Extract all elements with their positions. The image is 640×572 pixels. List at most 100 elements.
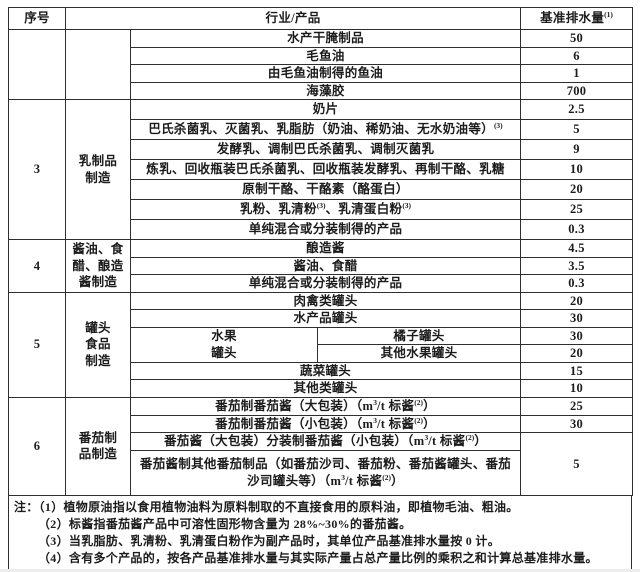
value-cell: 20 — [521, 345, 633, 363]
product-text: /t 标酱 — [428, 434, 465, 448]
value-cell: 3.5 — [521, 257, 633, 275]
product-cell: 其他水果罐头 — [318, 345, 521, 363]
note-ref-3: (3) — [402, 201, 411, 210]
value-cell: 20 — [521, 180, 633, 200]
table-row: 水产干腌制品 50 — [9, 30, 633, 48]
product-text: ） — [391, 474, 404, 488]
value-cell: 20 — [521, 292, 633, 310]
product-cell: 番茄酱制其他番茄制品（如番茄沙司、番茄粉、番茄酱罐头、番茄沙司罐头等）（m3/t… — [131, 450, 521, 495]
value-cell: 2.5 — [521, 100, 633, 120]
product-text: 番茄制番茄酱（小包装）（m — [215, 417, 373, 431]
product-text: /t 标酱 — [345, 474, 382, 488]
note-text: （1）植物原油指以食用植物油料为原料制取的不直接食用的原料油，即植物毛油、粗油。 — [39, 500, 519, 514]
product-cell: 海藻胶 — [131, 82, 521, 100]
value-cell-merged: 5 — [521, 433, 633, 496]
value-cell: 4.5 — [521, 240, 633, 258]
product-cell: 其他类罐头 — [131, 380, 521, 398]
industry-cell-blank — [66, 30, 131, 100]
note-line-3: （3）当乳脂肪、乳清粉、乳清蛋白粉作为副产品时，其单位产品基准排水量按 0 计。 — [14, 533, 626, 550]
table-row: 4 酱油、食 醋、酿造 酱制造 酿造酱 4.5 — [9, 240, 633, 258]
product-text: ） — [474, 434, 487, 448]
product-cell: 水产品罐头 — [131, 310, 521, 328]
serial-cell-blank — [9, 30, 66, 100]
product-cell: 肉禽类罐头 — [131, 292, 521, 310]
note-line-2: （2）标酱指番茄酱产品中可溶性固形物含量为 28%~30%的番茄酱。 — [14, 516, 626, 533]
header-cell-industry-product: 行业/产品 — [66, 8, 521, 30]
notes-prefix: 注： — [14, 500, 39, 514]
note-text: （4）含有多个产品的，按各产品基准排水量与其实际产量占总产量比例的乘积之和计算总… — [38, 551, 598, 565]
value-cell: 1 — [521, 65, 633, 83]
note-ref-3: (3) — [317, 201, 326, 210]
table-header-row: 序号 行业/产品 基准排水量(1) — [9, 8, 633, 30]
industry-cell: 乳制品 制造 — [66, 100, 131, 240]
value-cell: 700 — [521, 82, 633, 100]
product-text: 番茄酱（大包装）分装制番茄酱（小包装）（m — [164, 434, 424, 448]
note-text: （2）标酱指番茄酱产品中可溶性固形物含量为 28%~30%的番茄酱。 — [38, 517, 411, 531]
industry-cell: 酱油、食 醋、酿造 酱制造 — [66, 240, 131, 293]
value-cell: 25 — [521, 397, 633, 415]
note-line-4: （4）含有多个产品的，按各产品基准排水量与其实际产量占总产量比例的乘积之和计算总… — [14, 550, 626, 567]
value-cell: 50 — [521, 30, 633, 48]
product-cell: 毛鱼油 — [131, 47, 521, 65]
table-row: 6 番茄制 品制造 番茄制番茄酱（大包装）（m3/t 标酱(2)） 25 — [9, 397, 633, 415]
product-cell: 单纯混合或分装制得的产品 — [131, 275, 521, 293]
value-cell: 10 — [521, 380, 633, 398]
header-cell-discharge: 基准排水量(1) — [521, 8, 633, 30]
note-ref-2: (2) — [382, 472, 391, 481]
serial-cell: 4 — [9, 240, 66, 293]
product-cell: 番茄制番茄酱（大包装）（m3/t 标酱(2)） — [131, 397, 521, 415]
serial-cell: 5 — [9, 292, 66, 397]
value-cell: 0.3 — [521, 220, 633, 240]
product-cell: 蔬菜罐头 — [131, 362, 521, 380]
product-group-cell: 水果 罐头 — [131, 327, 318, 362]
value-cell: 30 — [521, 415, 633, 433]
industry-cell: 罐头 食品 制造 — [66, 292, 131, 397]
serial-cell: 6 — [9, 397, 66, 495]
table-notes: 注：（1）植物原油指以食用植物油料为原料制取的不直接食用的原料油，即植物毛油、粗… — [8, 496, 632, 572]
product-cell: 由毛鱼油制得的鱼油 — [131, 65, 521, 83]
product-cell: 番茄制番茄酱（小包装）（m3/t 标酱(2)） — [131, 415, 521, 433]
product-cell: 炼乳、回收瓶装巴氏杀菌乳、回收瓶装发酵乳、再制干酪、乳糖 — [131, 160, 521, 180]
product-cell: 酿造酱 — [131, 240, 521, 258]
note-ref-2: (2) — [414, 398, 423, 407]
product-cell: 发酵乳、调制巴氏杀菌乳、调制灭菌乳 — [131, 140, 521, 160]
product-cell: 橘子罐头 — [318, 327, 521, 345]
product-cell: 原制干酪、干酪素（酪蛋白） — [131, 180, 521, 200]
table-row: 3 乳制品 制造 奶片 2.5 — [9, 100, 633, 120]
value-cell: 15 — [521, 362, 633, 380]
value-cell: 6 — [521, 47, 633, 65]
value-cell: 0.3 — [521, 275, 633, 293]
value-cell: 25 — [521, 200, 633, 220]
header-discharge-label: 基准排水量 — [540, 11, 604, 25]
value-cell: 30 — [521, 327, 633, 345]
product-text: 、乳清蛋白粉 — [326, 202, 403, 216]
product-text: ） — [423, 399, 436, 413]
product-cell: 番茄酱（大包装）分装制番茄酱（小包装）（m3/t 标酱(2)） — [131, 433, 521, 451]
product-text: 番茄酱制其他番茄制品（如番茄沙司、番茄粉、番茄酱罐头、番茄沙司罐头等）（m — [140, 457, 511, 488]
header-cell-serial: 序号 — [9, 8, 66, 30]
serial-cell: 3 — [9, 100, 66, 240]
note-text: （3）当乳脂肪、乳清粉、乳清蛋白粉作为副产品时，其单位产品基准排水量按 0 计。 — [38, 534, 500, 548]
product-text: 巴氏杀菌乳、灭菌乳、乳脂肪（奶油、稀奶油、无水奶油等） — [148, 122, 494, 136]
table-row: 5 罐头 食品 制造 肉禽类罐头 20 — [9, 292, 633, 310]
note-ref-1: (1) — [604, 10, 613, 19]
note-ref-2: (2) — [414, 415, 423, 424]
product-cell: 巴氏杀菌乳、灭菌乳、乳脂肪（奶油、稀奶油、无水奶油等）(3) — [131, 120, 521, 140]
product-text: ） — [423, 417, 436, 431]
product-text: 番茄制番茄酱（大包装）（m — [215, 399, 373, 413]
product-text: 乳粉、乳清粉 — [240, 202, 317, 216]
value-cell: 30 — [521, 310, 633, 328]
product-cell: 酱油、食醋 — [131, 257, 521, 275]
note-line-1: 注：（1）植物原油指以食用植物油料为原料制取的不直接食用的原料油，即植物毛油、粗… — [14, 499, 626, 516]
note-ref-2: (2) — [465, 433, 474, 442]
product-cell: 奶片 — [131, 100, 521, 120]
industry-cell: 番茄制 品制造 — [66, 397, 131, 495]
note-ref-3: (3) — [494, 121, 503, 130]
product-text: /t 标酱 — [377, 399, 414, 413]
product-cell: 乳粉、乳清粉(3)、乳清蛋白粉(3) — [131, 200, 521, 220]
value-cell: 10 — [521, 160, 633, 180]
value-cell: 5 — [521, 120, 633, 140]
value-cell: 9 — [521, 140, 633, 160]
product-cell: 水产干腌制品 — [131, 30, 521, 48]
